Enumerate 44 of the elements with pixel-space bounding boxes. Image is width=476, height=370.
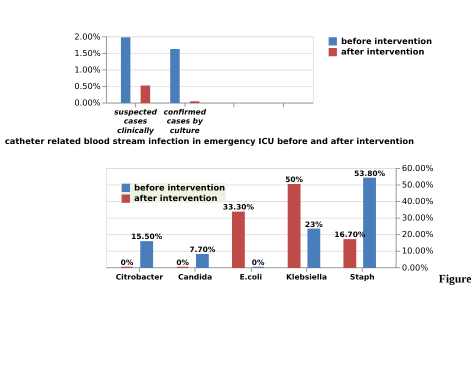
x-tick-label: E.coli [240, 272, 262, 282]
data-label: 50% [285, 175, 304, 184]
data-label: 7.70% [189, 245, 216, 254]
bar [170, 49, 180, 104]
y-tick-label: 1.50% [74, 48, 101, 58]
y-tick-label: 2.00% [74, 31, 101, 42]
data-label: 0% [252, 258, 265, 267]
y-tick-label: 10.00% [402, 246, 434, 256]
bar [120, 37, 130, 104]
text: Figure [438, 272, 472, 286]
data-label: 0% [176, 258, 190, 267]
bar [363, 178, 376, 268]
bar [307, 228, 320, 268]
bar [140, 85, 150, 104]
data-label: 0% [120, 258, 134, 267]
y-tick-label: 50.00% [402, 179, 434, 190]
legend-label: after intervention [341, 46, 424, 57]
text: catheter related blood stream infection in emergency ICU before and after intervention [4, 136, 414, 146]
x-tick-label: suspected cases clinically [114, 108, 158, 135]
x-tick-label: Citrobacter [116, 272, 164, 282]
bar [343, 239, 356, 268]
y-tick-label: 40.00% [402, 196, 434, 206]
x-tick-label: Staph [350, 272, 375, 282]
x-tick-label: Klebsiella [286, 272, 327, 282]
bar [196, 254, 209, 268]
bar [288, 184, 301, 268]
legend-label: before intervention [341, 36, 432, 46]
x-tick-label: confirmed cases by culture [164, 108, 207, 135]
y-tick-label: 20.00% [402, 229, 434, 240]
data-label: 15.50% [131, 232, 163, 242]
data-label: 23% [304, 220, 324, 229]
data-label: 33.30% [222, 202, 254, 212]
bar [232, 212, 245, 268]
legend-label: before intervention [134, 182, 226, 192]
y-tick-label: 0.00% [74, 98, 101, 108]
y-tick-label: 0.50% [74, 80, 101, 91]
bar [140, 241, 154, 268]
x-tick-label: Candida [178, 272, 212, 282]
data-label: 53.80% [354, 168, 386, 178]
legend-label: after intervention [134, 193, 218, 204]
y-tick-label: 1.00% [74, 64, 101, 74]
y-tick-label: 0.00% [402, 262, 428, 272]
y-tick-label: 60.00% [402, 162, 434, 173]
y-tick-label: 30.00% [402, 212, 434, 223]
